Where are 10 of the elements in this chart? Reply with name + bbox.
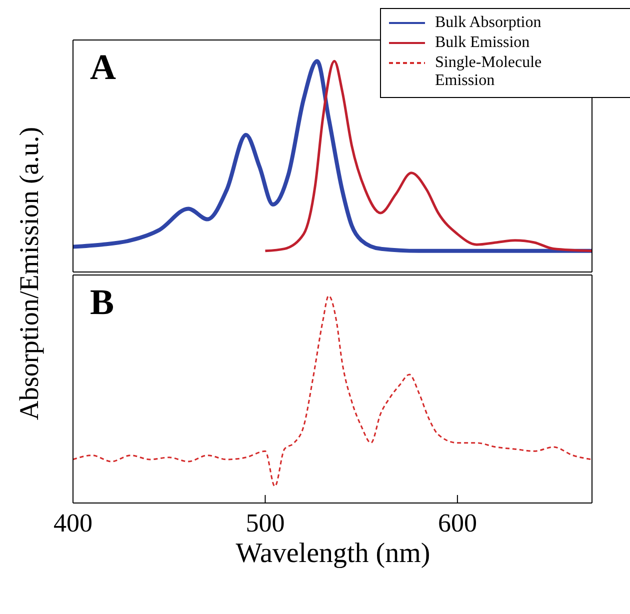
annotation: B	[90, 281, 114, 323]
x-tick-label: 600	[438, 508, 477, 538]
x-tick-label: 400	[54, 508, 92, 538]
legend-label: Bulk Emission	[435, 34, 531, 52]
legend-label: Bulk Absorption	[435, 14, 542, 32]
y-axis-title: Absorption/Emission (a.u.)	[14, 126, 46, 420]
x-axis-title: Wavelength (nm)	[234, 538, 432, 570]
x-tick-label: 500	[246, 508, 285, 538]
annotation: A	[90, 46, 116, 88]
legend-label: Single-Molecule Emission	[435, 54, 543, 90]
